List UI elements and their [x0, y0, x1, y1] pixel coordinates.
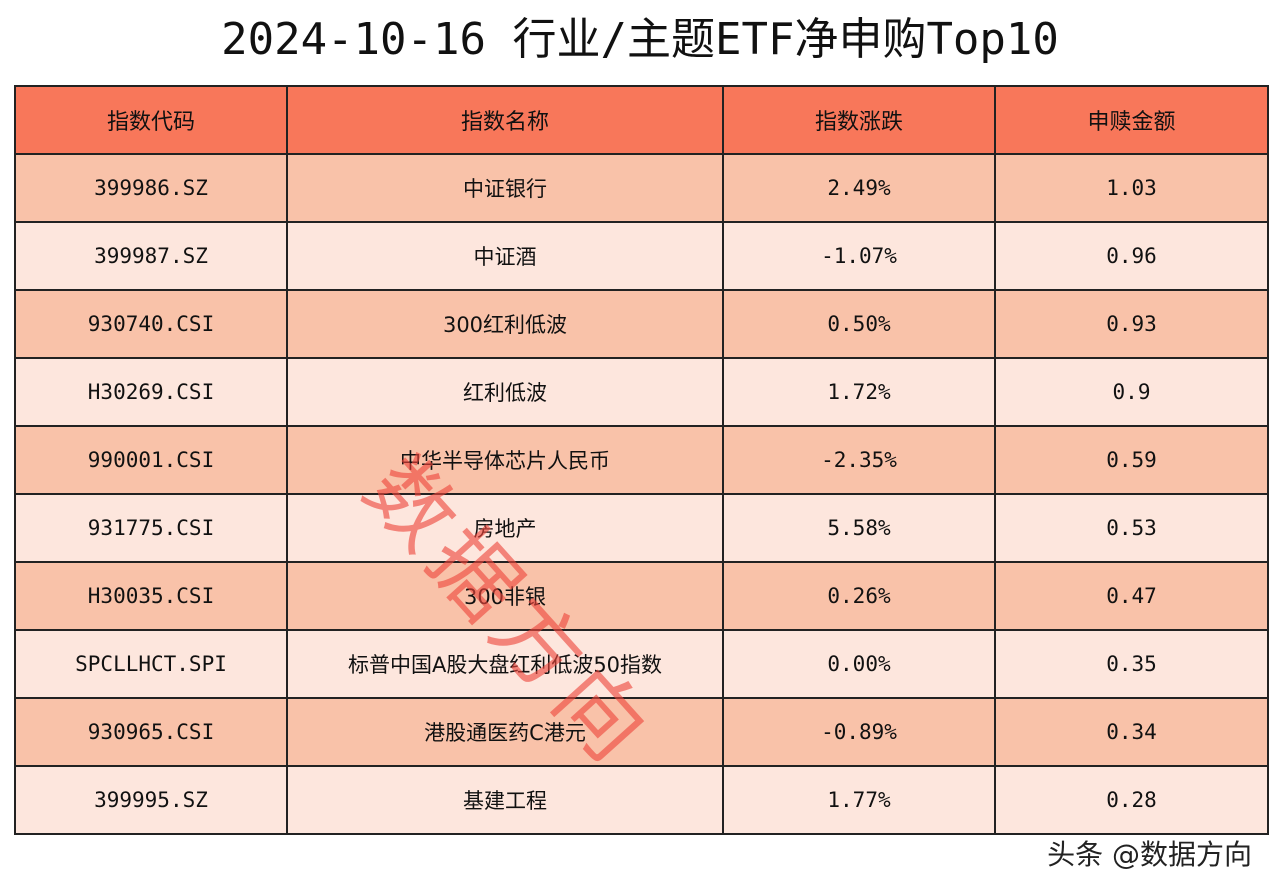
cell-amount: 0.59 — [994, 425, 1269, 495]
cell-amount: 0.28 — [994, 765, 1269, 835]
table-row: 930965.CSI 港股通医药C港元 -0.89% 0.34 — [14, 697, 1269, 767]
cell-code: 399987.SZ — [14, 221, 288, 291]
cell-name: 300红利低波 — [286, 289, 724, 359]
table-row: H30269.CSI 红利低波 1.72% 0.9 — [14, 357, 1269, 427]
cell-name: 标普中国A股大盘红利低波50指数 — [286, 629, 724, 699]
cell-name: 港股通医药C港元 — [286, 697, 724, 767]
cell-change: -1.07% — [722, 221, 996, 291]
column-header-name: 指数名称 — [286, 85, 724, 155]
table-row: 399987.SZ 中证酒 -1.07% 0.96 — [14, 221, 1269, 291]
cell-change: 5.58% — [722, 493, 996, 563]
cell-code: 399995.SZ — [14, 765, 288, 835]
cell-amount: 0.9 — [994, 357, 1269, 427]
cell-name: 中华半导体芯片人民币 — [286, 425, 724, 495]
cell-amount: 1.03 — [994, 153, 1269, 223]
cell-change: 1.72% — [722, 357, 996, 427]
cell-amount: 0.35 — [994, 629, 1269, 699]
cell-amount: 0.34 — [994, 697, 1269, 767]
cell-code: SPCLLHCT.SPI — [14, 629, 288, 699]
cell-name: 房地产 — [286, 493, 724, 563]
cell-name: 中证酒 — [286, 221, 724, 291]
cell-code: 930740.CSI — [14, 289, 288, 359]
table-row: 399995.SZ 基建工程 1.77% 0.28 — [14, 765, 1269, 835]
etf-table: 指数代码 指数名称 指数涨跌 申赎金额 399986.SZ 中证银行 2.49%… — [14, 85, 1269, 835]
cell-change: 0.26% — [722, 561, 996, 631]
cell-amount: 0.93 — [994, 289, 1269, 359]
footer-attribution: 头条 @数据方向 — [1047, 838, 1252, 871]
cell-change: 0.50% — [722, 289, 996, 359]
table-row: 990001.CSI 中华半导体芯片人民币 -2.35% 0.59 — [14, 425, 1269, 495]
cell-change: 2.49% — [722, 153, 996, 223]
cell-change: -0.89% — [722, 697, 996, 767]
cell-amount: 0.96 — [994, 221, 1269, 291]
table-row: 931775.CSI 房地产 5.58% 0.53 — [14, 493, 1269, 563]
cell-name: 300非银 — [286, 561, 724, 631]
cell-change: 1.77% — [722, 765, 996, 835]
cell-code: H30269.CSI — [14, 357, 288, 427]
cell-amount: 0.47 — [994, 561, 1269, 631]
cell-name: 红利低波 — [286, 357, 724, 427]
cell-name: 基建工程 — [286, 765, 724, 835]
cell-change: 0.00% — [722, 629, 996, 699]
table-row: 930740.CSI 300红利低波 0.50% 0.93 — [14, 289, 1269, 359]
cell-code: 399986.SZ — [14, 153, 288, 223]
table-row: H30035.CSI 300非银 0.26% 0.47 — [14, 561, 1269, 631]
table-header-row: 指数代码 指数名称 指数涨跌 申赎金额 — [14, 85, 1269, 155]
cell-code: H30035.CSI — [14, 561, 288, 631]
cell-code: 990001.CSI — [14, 425, 288, 495]
cell-amount: 0.53 — [994, 493, 1269, 563]
column-header-change: 指数涨跌 — [722, 85, 996, 155]
table-row: 399986.SZ 中证银行 2.49% 1.03 — [14, 153, 1269, 223]
cell-change: -2.35% — [722, 425, 996, 495]
cell-name: 中证银行 — [286, 153, 724, 223]
column-header-amount: 申赎金额 — [994, 85, 1269, 155]
page-title: 2024-10-16 行业/主题ETF净申购Top10 — [221, 14, 1059, 65]
cell-code: 931775.CSI — [14, 493, 288, 563]
cell-code: 930965.CSI — [14, 697, 288, 767]
table-row: SPCLLHCT.SPI 标普中国A股大盘红利低波50指数 0.00% 0.35 — [14, 629, 1269, 699]
column-header-code: 指数代码 — [14, 85, 288, 155]
